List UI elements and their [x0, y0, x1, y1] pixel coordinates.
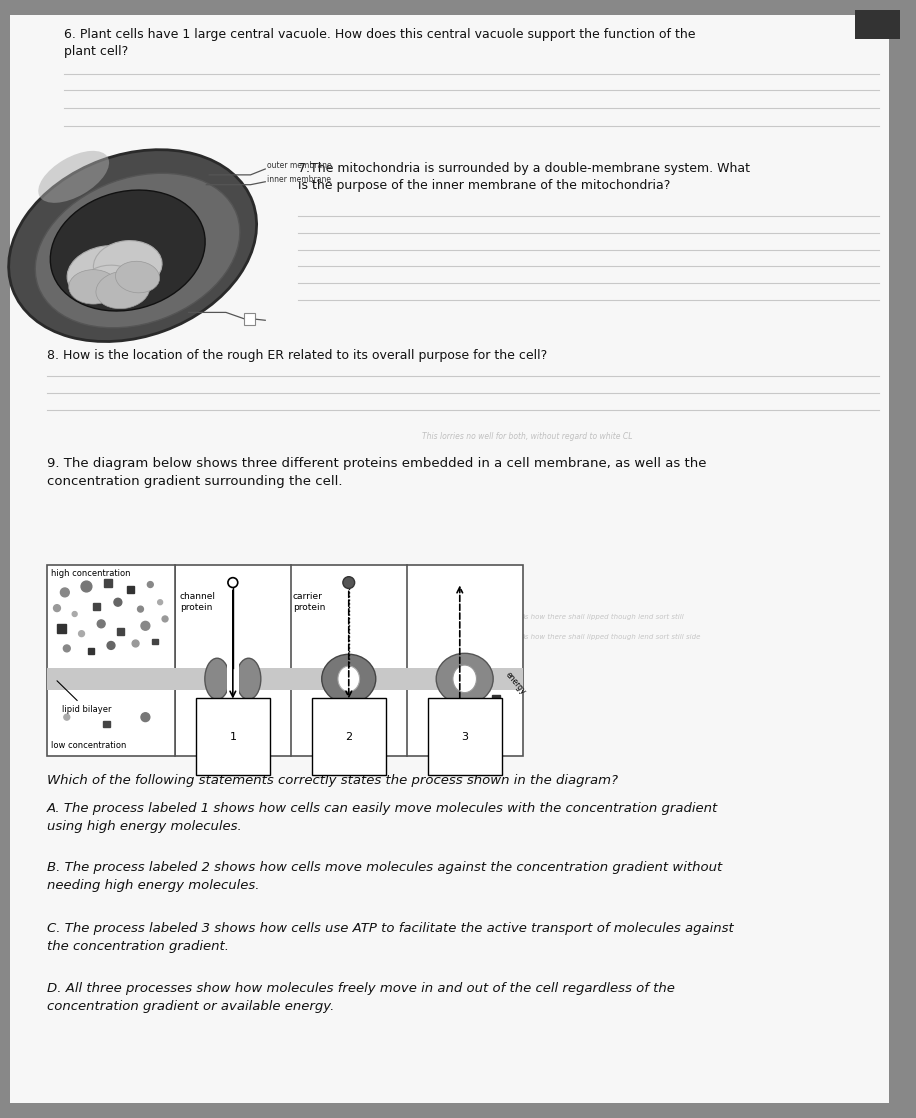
Circle shape [137, 606, 144, 612]
Bar [47, 565, 175, 757]
Ellipse shape [93, 240, 162, 290]
Text: D. All three processes show how molecules freely move in and out of the cell reg: D. All three processes show how molecule… [47, 983, 675, 1013]
Text: 8. How is the location of the rough ER related to its overall purpose for the ce: 8. How is the location of the rough ER r… [47, 349, 548, 362]
Bar [117, 628, 125, 635]
Ellipse shape [38, 151, 109, 202]
Text: 9. The diagram below shows three different proteins embedded in a cell membrane,: 9. The diagram below shows three differe… [47, 457, 706, 487]
Bar [244, 313, 256, 325]
Text: low concentration: low concentration [51, 741, 126, 750]
Ellipse shape [236, 659, 261, 700]
Circle shape [63, 645, 71, 652]
Ellipse shape [322, 654, 376, 703]
Circle shape [53, 605, 60, 612]
Text: lipid bilayer: lipid bilayer [57, 681, 112, 714]
Circle shape [158, 599, 163, 605]
Ellipse shape [50, 190, 205, 311]
Text: Which of the following statements correctly states the process shown in the diag: Which of the following statements correc… [47, 774, 618, 787]
Circle shape [147, 581, 153, 587]
Circle shape [97, 619, 105, 628]
Text: channel
protein: channel protein [180, 593, 216, 612]
Ellipse shape [453, 665, 476, 693]
Bar [227, 661, 239, 698]
Text: This lorries no well for both, without regard to white CL: This lorries no well for both, without r… [422, 433, 633, 442]
Circle shape [132, 639, 139, 647]
Ellipse shape [96, 271, 149, 309]
Text: A. The process labeled 1 shows how cells can easily move molecules with the conc: A. The process labeled 1 shows how cells… [47, 802, 718, 833]
Circle shape [228, 578, 238, 587]
Text: high concentration: high concentration [51, 569, 131, 578]
Ellipse shape [436, 653, 493, 704]
Ellipse shape [115, 262, 159, 293]
Bar [175, 669, 523, 690]
Circle shape [162, 616, 168, 622]
Bar [89, 648, 94, 654]
Ellipse shape [67, 246, 145, 301]
Text: 1: 1 [229, 732, 236, 742]
Bar [104, 579, 112, 587]
Bar [855, 10, 900, 39]
Text: 3: 3 [461, 732, 468, 742]
Circle shape [343, 577, 354, 588]
Ellipse shape [35, 173, 240, 328]
Bar [47, 669, 175, 690]
Text: As how there shall lipped though lend sort still side: As how there shall lipped though lend so… [520, 634, 701, 639]
Circle shape [79, 631, 84, 636]
Text: C. The process labeled 3 shows how cells use ATP to facilitate the active transp: C. The process labeled 3 shows how cells… [47, 921, 734, 953]
Circle shape [141, 713, 150, 721]
Ellipse shape [8, 150, 256, 341]
Text: 7.The mitochondria is surrounded by a double-membrane system. What
is the purpos: 7.The mitochondria is surrounded by a do… [298, 162, 749, 192]
Bar [127, 586, 134, 593]
Text: B. The process labeled 2 shows how cells move molecules against the concentratio: B. The process labeled 2 shows how cells… [47, 861, 723, 891]
Circle shape [60, 588, 70, 597]
Ellipse shape [83, 265, 142, 304]
Circle shape [107, 642, 114, 650]
Bar [58, 624, 66, 633]
Ellipse shape [205, 659, 229, 700]
Ellipse shape [338, 666, 360, 692]
Circle shape [81, 581, 92, 591]
Text: 6. Plant cells have 1 large central vacuole. How does this central vacuole suppo: 6. Plant cells have 1 large central vacu… [64, 28, 695, 57]
Text: carrier
protein: carrier protein [293, 593, 325, 612]
Bar [103, 721, 110, 728]
Bar [492, 694, 500, 702]
Text: energy: energy [504, 671, 528, 697]
Circle shape [114, 598, 122, 606]
Bar [152, 638, 158, 644]
Circle shape [141, 622, 150, 631]
Circle shape [64, 714, 70, 720]
Text: inner membrane: inner membrane [267, 176, 332, 184]
Ellipse shape [69, 269, 118, 304]
Text: As how there shall lipped though lend sort still: As how there shall lipped though lend so… [520, 614, 684, 620]
Bar [93, 603, 100, 609]
Circle shape [72, 612, 77, 616]
Text: 2: 2 [345, 732, 353, 742]
Text: outer membrane: outer membrane [267, 161, 332, 170]
Bar [175, 565, 523, 757]
